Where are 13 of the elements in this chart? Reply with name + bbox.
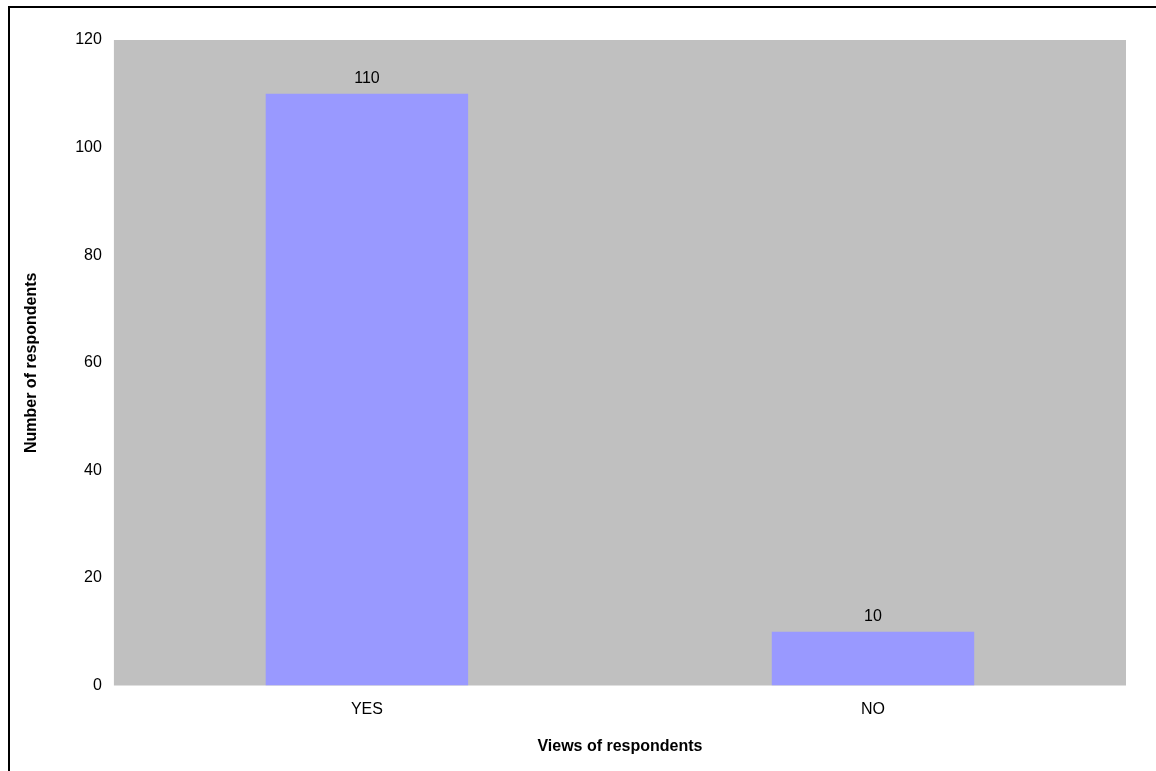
- data-label: 110: [354, 69, 380, 87]
- y-tick-label: 40: [84, 460, 102, 478]
- x-tick-label: YES: [350, 699, 383, 717]
- y-tick-label: 100: [75, 138, 102, 156]
- y-axis-title: Number of respondents: [22, 272, 40, 454]
- y-tick-label: 20: [84, 568, 102, 586]
- y-tick-label: 0: [92, 676, 102, 694]
- y-tick-label: 60: [84, 353, 102, 371]
- x-tick-label: NO: [860, 699, 885, 717]
- y-tick-label: 120: [75, 30, 102, 48]
- y-tick-label: 80: [84, 245, 102, 263]
- x-axis-title: Views of respondents: [537, 736, 703, 754]
- data-label: 10: [864, 607, 882, 625]
